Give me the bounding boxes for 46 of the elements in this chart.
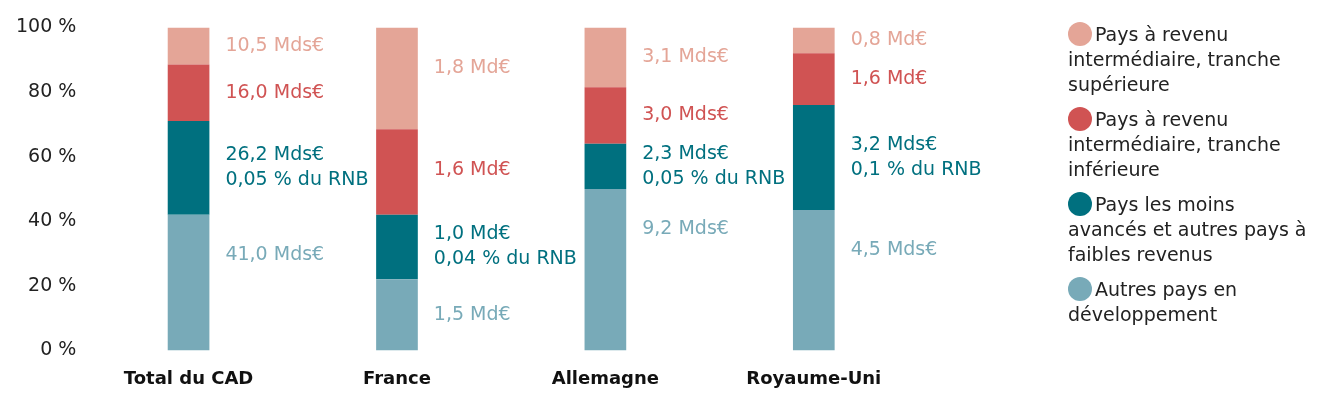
annotation: 0,8 Md€ <box>850 27 928 50</box>
bar <box>584 143 627 189</box>
y-tick-label: 40 % <box>28 208 77 231</box>
y-tick-label: 0 % <box>40 337 77 360</box>
legend-label: Autres pays en développement <box>1068 278 1238 325</box>
legend-label: Pays à revenu intermédiaire, tranche inférieure <box>1068 108 1281 180</box>
bar <box>167 121 210 215</box>
annotation: 9,2 Mds€ <box>642 216 729 239</box>
bar <box>792 209 835 351</box>
x-tick-label: Allemagne <box>551 366 660 388</box>
y-tick-label: 100 % <box>16 14 77 37</box>
bar <box>792 53 835 105</box>
annotation: 3,0 Mds€ <box>642 102 729 125</box>
y-tick-label: 60 % <box>28 143 77 166</box>
bar <box>584 27 627 88</box>
legend-label: Pays à revenu intermédiaire, tranche supérieure <box>1068 23 1281 95</box>
annotation: 1,6 Md€ <box>433 156 511 179</box>
y-tick-label: 20 % <box>28 272 77 295</box>
bar <box>376 214 418 280</box>
annotation: 1,5 Md€ <box>433 301 511 324</box>
bar <box>792 104 835 210</box>
bar <box>584 188 627 351</box>
annotation: 26,2 Mds€ 0,05 % du RNB <box>225 142 369 190</box>
annotation: 4,5 Mds€ <box>850 237 938 260</box>
annotation: 41,0 Mds€ <box>225 242 325 265</box>
y-tick-label: 80 % <box>28 78 77 101</box>
bar <box>376 129 418 215</box>
legend-label: Pays les moins avancés et autres pays à faibles revenus <box>1068 193 1307 265</box>
annotation: 16,0 Mds€ <box>225 79 325 102</box>
bar <box>792 27 835 54</box>
x-tick-label: Total du CAD <box>123 366 254 388</box>
annotation: 2,3 Mds€ 0,05 % du RNB <box>642 140 786 188</box>
bar <box>167 27 210 65</box>
x-tick-label: France <box>363 366 431 388</box>
bar <box>167 64 210 122</box>
annotation: 1,6 Md€ <box>850 66 928 89</box>
bar <box>376 27 418 130</box>
annotation: 1,8 Md€ <box>433 54 511 77</box>
bar <box>376 279 418 351</box>
x-tick-label: Royaume-Uni <box>746 366 882 388</box>
bar <box>167 214 210 351</box>
annotation: 3,2 Mds€ 0,1 % du RNB <box>850 131 982 179</box>
annotation: 10,5 Mds€ <box>225 32 325 55</box>
annotation: 1,0 Md€ 0,04 % du RNB <box>433 221 577 269</box>
annotation: 3,1 Mds€ <box>642 44 729 67</box>
bar <box>584 87 627 144</box>
